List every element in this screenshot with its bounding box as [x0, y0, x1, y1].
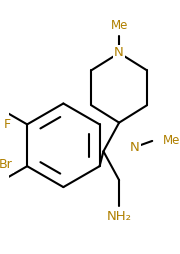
Text: Br: Br: [0, 158, 13, 171]
Text: N: N: [130, 140, 140, 153]
Text: NH₂: NH₂: [107, 210, 132, 223]
Text: Me: Me: [111, 19, 128, 32]
Text: N: N: [114, 46, 124, 59]
Text: Me: Me: [163, 134, 180, 147]
Text: F: F: [4, 118, 11, 131]
